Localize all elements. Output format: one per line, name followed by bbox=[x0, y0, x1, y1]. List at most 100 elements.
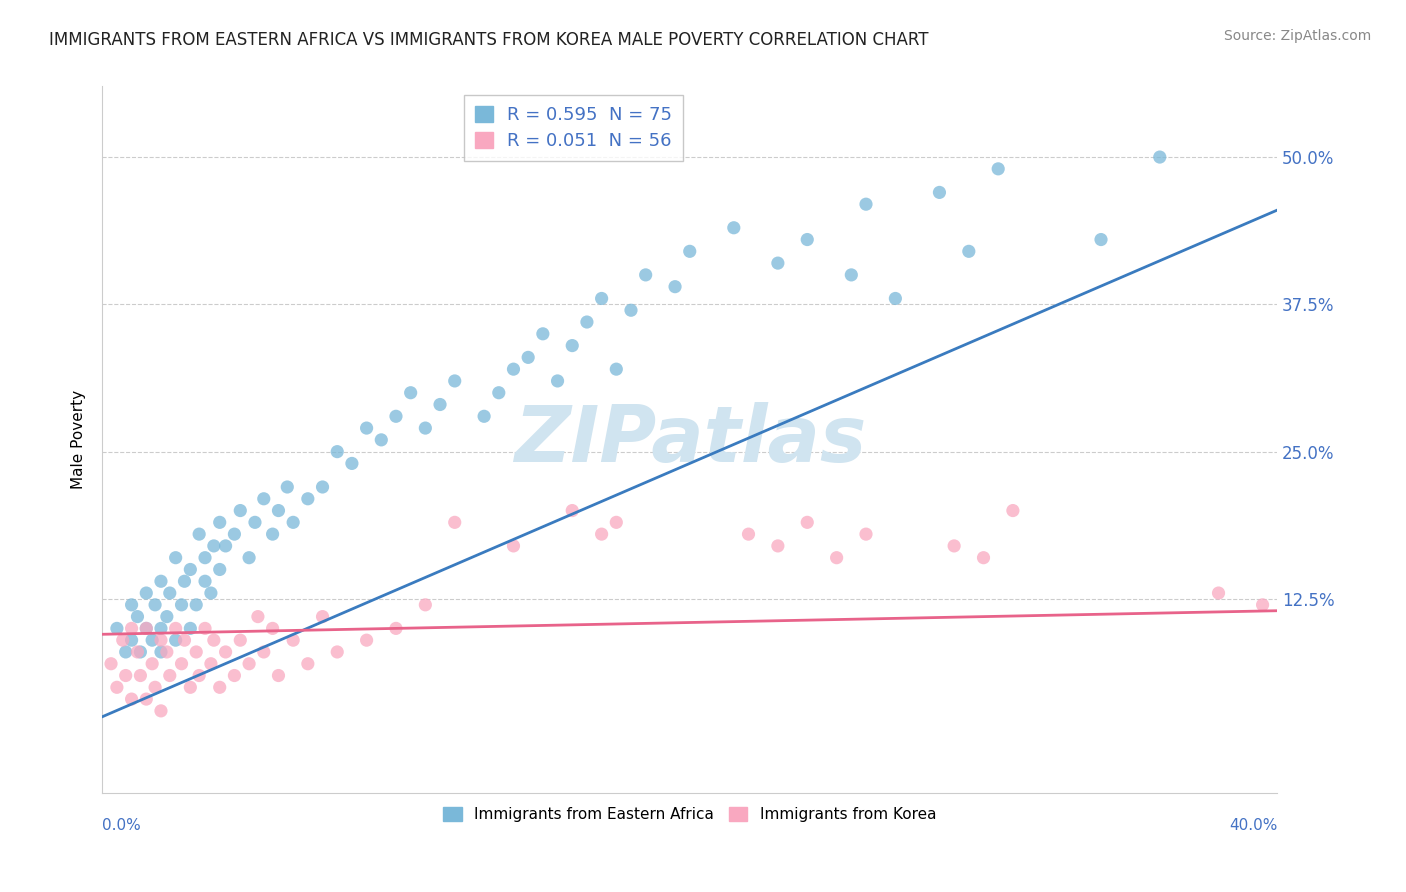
Point bbox=[370, 433, 392, 447]
Point bbox=[311, 480, 333, 494]
Y-axis label: Male Poverty: Male Poverty bbox=[72, 391, 86, 490]
Point bbox=[186, 598, 208, 612]
Point bbox=[179, 621, 201, 635]
Point bbox=[385, 409, 408, 424]
Point bbox=[149, 621, 172, 635]
Point bbox=[149, 704, 172, 718]
Point bbox=[208, 516, 231, 530]
Point bbox=[766, 256, 789, 270]
Point bbox=[188, 527, 211, 541]
Point bbox=[135, 692, 157, 706]
Point bbox=[202, 633, 225, 648]
Point bbox=[165, 633, 187, 648]
Point bbox=[737, 527, 759, 541]
Point bbox=[267, 503, 290, 517]
Point bbox=[429, 397, 451, 411]
Point bbox=[531, 326, 554, 341]
Point bbox=[170, 598, 193, 612]
Point bbox=[1251, 598, 1274, 612]
Point bbox=[472, 409, 495, 424]
Point bbox=[194, 574, 217, 589]
Point bbox=[135, 586, 157, 600]
Point bbox=[262, 621, 284, 635]
Point bbox=[208, 681, 231, 695]
Point bbox=[156, 609, 179, 624]
Point bbox=[170, 657, 193, 671]
Point bbox=[855, 527, 877, 541]
Point bbox=[443, 374, 465, 388]
Point bbox=[156, 645, 179, 659]
Point bbox=[957, 244, 980, 259]
Point bbox=[121, 692, 143, 706]
Point bbox=[200, 586, 222, 600]
Point bbox=[111, 633, 134, 648]
Point bbox=[141, 657, 163, 671]
Point bbox=[311, 609, 333, 624]
Point bbox=[415, 421, 437, 435]
Point bbox=[415, 598, 437, 612]
Point bbox=[262, 527, 284, 541]
Point bbox=[100, 657, 122, 671]
Point bbox=[129, 645, 152, 659]
Point bbox=[202, 539, 225, 553]
Point bbox=[149, 574, 172, 589]
Point bbox=[229, 503, 252, 517]
Point bbox=[214, 539, 236, 553]
Point bbox=[1208, 586, 1230, 600]
Point bbox=[488, 385, 510, 400]
Point bbox=[502, 362, 524, 376]
Point bbox=[547, 374, 569, 388]
Point bbox=[253, 645, 276, 659]
Point bbox=[143, 598, 166, 612]
Point bbox=[796, 516, 818, 530]
Point bbox=[121, 633, 143, 648]
Point bbox=[987, 161, 1010, 176]
Point bbox=[443, 516, 465, 530]
Point bbox=[149, 633, 172, 648]
Point bbox=[194, 550, 217, 565]
Point bbox=[1149, 150, 1171, 164]
Point bbox=[114, 645, 136, 659]
Point bbox=[766, 539, 789, 553]
Point bbox=[200, 657, 222, 671]
Point bbox=[173, 633, 195, 648]
Point bbox=[127, 645, 149, 659]
Text: IMMIGRANTS FROM EASTERN AFRICA VS IMMIGRANTS FROM KOREA MALE POVERTY CORRELATION: IMMIGRANTS FROM EASTERN AFRICA VS IMMIGR… bbox=[49, 31, 929, 49]
Point bbox=[605, 516, 627, 530]
Point bbox=[297, 491, 319, 506]
Point bbox=[238, 657, 260, 671]
Point bbox=[1090, 233, 1112, 247]
Point bbox=[105, 681, 128, 695]
Point bbox=[283, 633, 305, 648]
Point bbox=[149, 645, 172, 659]
Point bbox=[114, 668, 136, 682]
Point bbox=[141, 633, 163, 648]
Point bbox=[121, 598, 143, 612]
Text: Source: ZipAtlas.com: Source: ZipAtlas.com bbox=[1223, 29, 1371, 43]
Point bbox=[165, 550, 187, 565]
Point bbox=[664, 279, 686, 293]
Point bbox=[229, 633, 252, 648]
Point bbox=[502, 539, 524, 553]
Text: ZIPatlas: ZIPatlas bbox=[513, 402, 866, 478]
Point bbox=[188, 668, 211, 682]
Point bbox=[283, 516, 305, 530]
Point bbox=[1001, 503, 1024, 517]
Point bbox=[928, 186, 950, 200]
Point bbox=[326, 645, 349, 659]
Point bbox=[620, 303, 643, 318]
Text: 40.0%: 40.0% bbox=[1229, 818, 1277, 833]
Point bbox=[884, 292, 907, 306]
Point bbox=[194, 621, 217, 635]
Point bbox=[159, 668, 181, 682]
Point bbox=[121, 621, 143, 635]
Point bbox=[243, 516, 266, 530]
Point bbox=[973, 550, 995, 565]
Point bbox=[173, 574, 195, 589]
Point bbox=[839, 268, 862, 282]
Point bbox=[129, 668, 152, 682]
Point bbox=[186, 645, 208, 659]
Point bbox=[825, 550, 848, 565]
Point bbox=[165, 621, 187, 635]
Point bbox=[135, 621, 157, 635]
